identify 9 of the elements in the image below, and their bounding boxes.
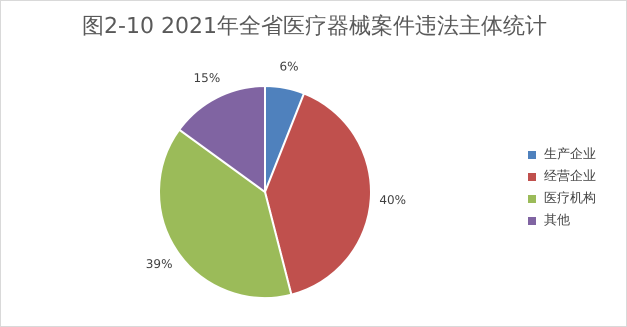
data-label: 6% <box>279 59 299 74</box>
legend-label: 其他 <box>544 212 570 230</box>
data-label: 40% <box>379 193 406 208</box>
legend-label: 医疗机构 <box>544 190 596 208</box>
legend-label: 生产企业 <box>544 146 596 164</box>
data-label: 39% <box>146 256 172 271</box>
chart-title: 图2-10 2021年全省医疗器械案件违法主体统计 <box>81 13 548 41</box>
legend-label: 经营企业 <box>544 168 596 186</box>
data-label: 15% <box>194 70 220 85</box>
